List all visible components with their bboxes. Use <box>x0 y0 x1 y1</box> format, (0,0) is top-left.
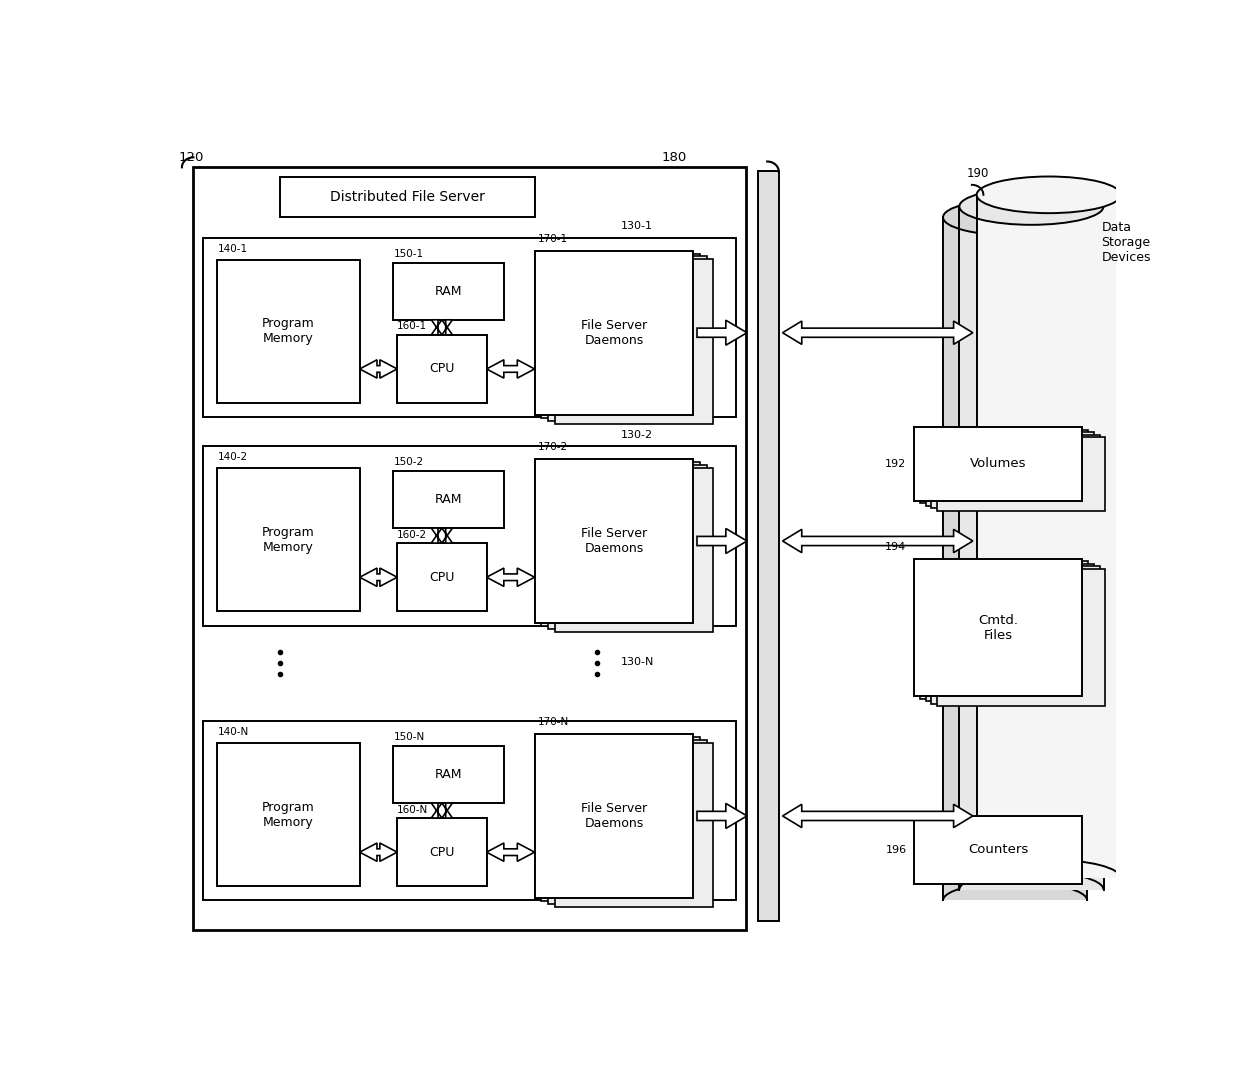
Text: 150-N: 150-N <box>393 733 424 742</box>
Bar <box>393 263 503 320</box>
Text: CPU: CPU <box>429 570 455 583</box>
Text: CPU: CPU <box>429 362 455 375</box>
Bar <box>548 256 707 421</box>
Bar <box>203 447 737 625</box>
Bar <box>397 334 486 404</box>
Bar <box>937 569 1105 707</box>
Bar <box>397 818 486 886</box>
Bar <box>203 238 737 418</box>
Text: 170-1: 170-1 <box>537 234 568 243</box>
Text: 130-2: 130-2 <box>621 430 653 439</box>
Bar <box>548 465 707 629</box>
Bar <box>944 217 1087 900</box>
Text: 170-N: 170-N <box>537 717 569 727</box>
Bar <box>534 459 693 623</box>
Bar <box>914 427 1083 501</box>
Polygon shape <box>360 568 397 586</box>
Text: 180: 180 <box>661 150 687 163</box>
Polygon shape <box>432 320 453 334</box>
Polygon shape <box>432 803 453 818</box>
Polygon shape <box>360 843 397 861</box>
Text: 160-N: 160-N <box>397 805 429 815</box>
Text: Cmtd.
Files: Cmtd. Files <box>978 613 1018 642</box>
Bar <box>931 566 1100 704</box>
Polygon shape <box>697 528 746 554</box>
Text: 130-N: 130-N <box>621 657 655 668</box>
Text: Volumes: Volumes <box>970 458 1027 471</box>
Text: Program
Memory: Program Memory <box>262 801 315 829</box>
Bar <box>217 260 360 404</box>
Polygon shape <box>782 321 973 344</box>
Text: RAM: RAM <box>435 493 463 506</box>
Bar <box>203 722 737 900</box>
Bar <box>914 816 1083 884</box>
Bar <box>217 469 360 611</box>
Bar <box>926 433 1094 505</box>
Text: Distributed File Server: Distributed File Server <box>330 190 485 204</box>
Text: 140-N: 140-N <box>217 727 249 737</box>
Bar <box>977 195 1121 878</box>
Text: File Server
Daemons: File Server Daemons <box>580 319 647 346</box>
Bar <box>542 462 699 626</box>
Text: 130-1: 130-1 <box>621 222 653 232</box>
Bar <box>393 747 503 803</box>
Bar <box>542 737 699 901</box>
Polygon shape <box>697 320 746 345</box>
Bar <box>937 437 1105 511</box>
Bar <box>914 559 1083 697</box>
Bar <box>926 564 1094 701</box>
Text: Program
Memory: Program Memory <box>262 317 315 345</box>
Polygon shape <box>782 804 973 828</box>
Text: Counters: Counters <box>968 843 1028 856</box>
Bar <box>280 177 534 217</box>
Bar <box>393 472 503 528</box>
Text: 120: 120 <box>179 150 205 163</box>
Text: 190: 190 <box>967 167 990 180</box>
Text: File Server
Daemons: File Server Daemons <box>580 802 647 830</box>
Bar <box>397 543 486 611</box>
Bar <box>554 467 713 632</box>
Bar <box>554 742 713 907</box>
Polygon shape <box>432 528 453 543</box>
Polygon shape <box>782 529 973 553</box>
Bar <box>931 435 1100 509</box>
Text: 150-1: 150-1 <box>393 249 423 259</box>
Text: Data
Storage
Devices: Data Storage Devices <box>1101 222 1151 264</box>
Polygon shape <box>697 804 746 829</box>
Ellipse shape <box>942 199 1087 236</box>
Bar <box>534 251 693 414</box>
Polygon shape <box>486 360 534 378</box>
Text: 140-2: 140-2 <box>217 452 248 462</box>
Text: File Server
Daemons: File Server Daemons <box>580 527 647 555</box>
Bar <box>920 562 1089 699</box>
Text: 140-1: 140-1 <box>217 243 248 254</box>
Bar <box>758 171 779 922</box>
Text: 160-1: 160-1 <box>397 321 428 331</box>
Text: RAM: RAM <box>435 768 463 781</box>
Text: RAM: RAM <box>435 285 463 298</box>
Text: 170-2: 170-2 <box>537 443 568 452</box>
Text: 160-2: 160-2 <box>397 530 428 540</box>
Bar <box>542 253 699 418</box>
Bar <box>217 743 360 886</box>
Text: CPU: CPU <box>429 846 455 859</box>
Ellipse shape <box>960 188 1104 225</box>
Bar <box>554 260 713 423</box>
Bar <box>920 430 1089 503</box>
Text: 194: 194 <box>885 542 906 552</box>
Polygon shape <box>486 843 534 861</box>
Text: 150-2: 150-2 <box>393 458 423 467</box>
Bar <box>548 740 707 903</box>
Ellipse shape <box>977 176 1121 213</box>
Bar <box>193 168 746 929</box>
Bar <box>960 207 1104 889</box>
Polygon shape <box>360 360 397 378</box>
Text: Program
Memory: Program Memory <box>262 526 315 554</box>
Text: 196: 196 <box>885 845 906 855</box>
Text: 192: 192 <box>885 459 906 469</box>
Polygon shape <box>486 568 534 586</box>
Bar <box>534 734 693 898</box>
